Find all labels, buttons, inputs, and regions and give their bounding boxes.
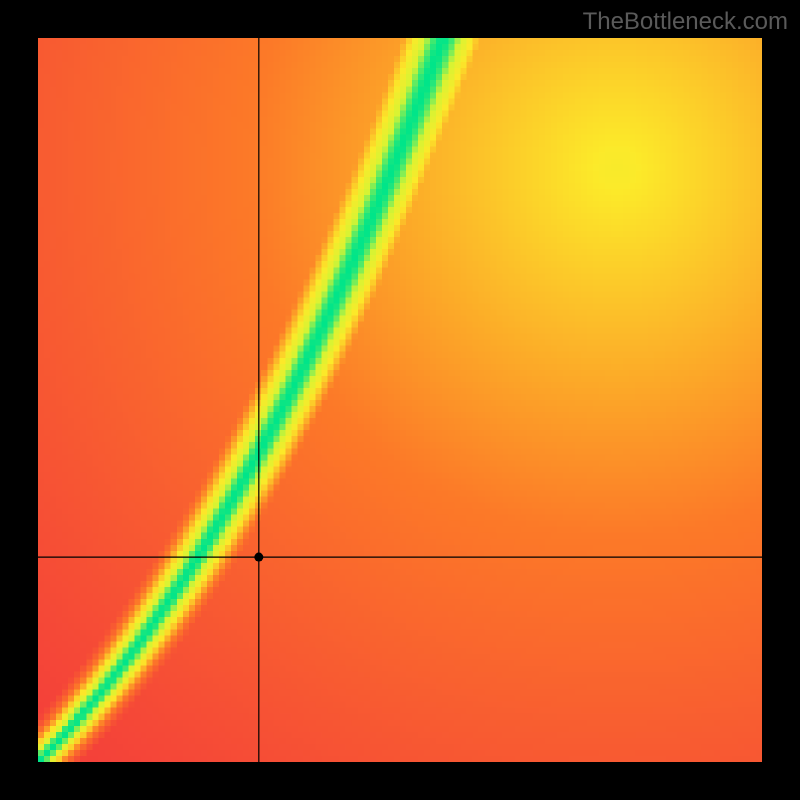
- overlay-canvas: [38, 38, 762, 762]
- plot-area: [38, 38, 762, 762]
- watermark-text: TheBottleneck.com: [583, 8, 788, 36]
- chart-root: TheBottleneck.com: [0, 0, 800, 800]
